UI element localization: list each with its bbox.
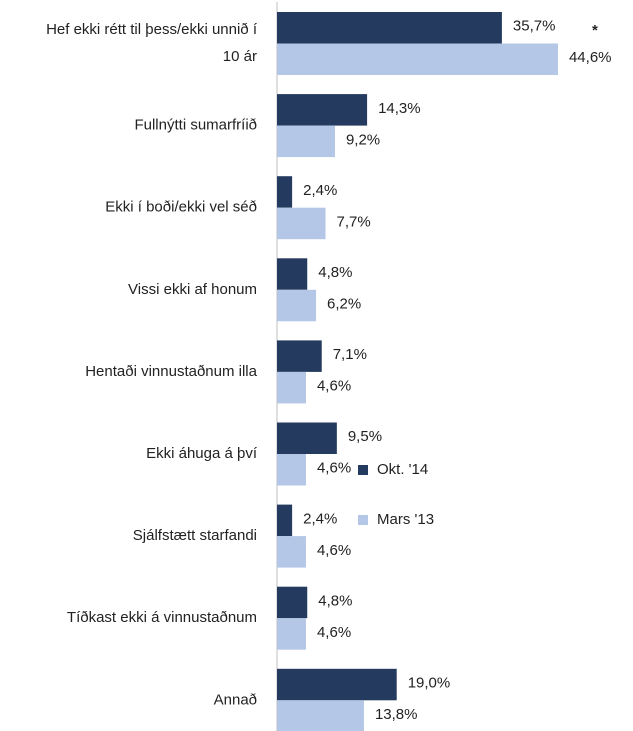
value-label: 9,5% <box>348 428 382 445</box>
bar <box>277 176 293 208</box>
legend-label: Okt. '14 <box>377 461 428 478</box>
value-label: 4,8% <box>318 592 352 609</box>
legend-swatch <box>358 515 368 525</box>
bar <box>277 371 306 404</box>
value-label: 4,8% <box>318 264 352 281</box>
value-label: 6,2% <box>327 296 361 313</box>
value-label: 2,4% <box>303 182 337 199</box>
value-label: 44,6% <box>569 49 612 66</box>
bar <box>277 668 397 701</box>
annotation: * <box>592 22 598 39</box>
bar <box>277 618 306 650</box>
value-label: 4,6% <box>317 624 351 641</box>
bar <box>277 43 558 75</box>
bar <box>277 586 308 619</box>
bar <box>277 125 335 158</box>
bar <box>277 12 502 44</box>
category-label: Tíðkast ekki á vinnustaðnum <box>67 609 257 626</box>
bar <box>277 422 337 454</box>
category-label: Hef ekki rétt til þess/ekki unnið í 10 ár <box>46 21 258 65</box>
category-label: Annað <box>214 691 257 708</box>
value-label: 4,6% <box>317 378 351 395</box>
legend-swatch <box>358 465 368 475</box>
bar <box>277 94 368 126</box>
value-label: 9,2% <box>346 131 380 148</box>
bar <box>277 454 306 486</box>
category-label: Hentaði vinnustaðnum illa <box>85 363 257 380</box>
value-label: 4,6% <box>317 542 351 559</box>
bar <box>277 289 317 322</box>
category-label: Ekki áhuga á því <box>146 445 258 462</box>
bar <box>277 536 306 568</box>
bar <box>277 504 293 537</box>
value-label: 4,6% <box>317 460 351 477</box>
value-label: 7,1% <box>333 346 367 363</box>
value-label: 14,3% <box>378 100 421 117</box>
value-label: 19,0% <box>408 675 451 692</box>
category-label: Sjálfstætt starfandi <box>133 527 257 544</box>
value-label: 2,4% <box>303 510 337 527</box>
bar <box>277 700 364 731</box>
bar <box>277 207 326 240</box>
bar <box>277 258 308 290</box>
value-label: 35,7% <box>513 18 556 35</box>
category-label: Ekki í boði/ekki vel séð <box>105 199 257 216</box>
value-label: 13,8% <box>375 706 418 723</box>
bar <box>277 340 322 372</box>
category-label: Vissi ekki af honum <box>128 281 257 298</box>
category-label: Fullnýtti sumarfríið <box>134 117 257 134</box>
legend-label: Mars '13 <box>377 511 434 528</box>
value-label: 7,7% <box>337 213 371 230</box>
